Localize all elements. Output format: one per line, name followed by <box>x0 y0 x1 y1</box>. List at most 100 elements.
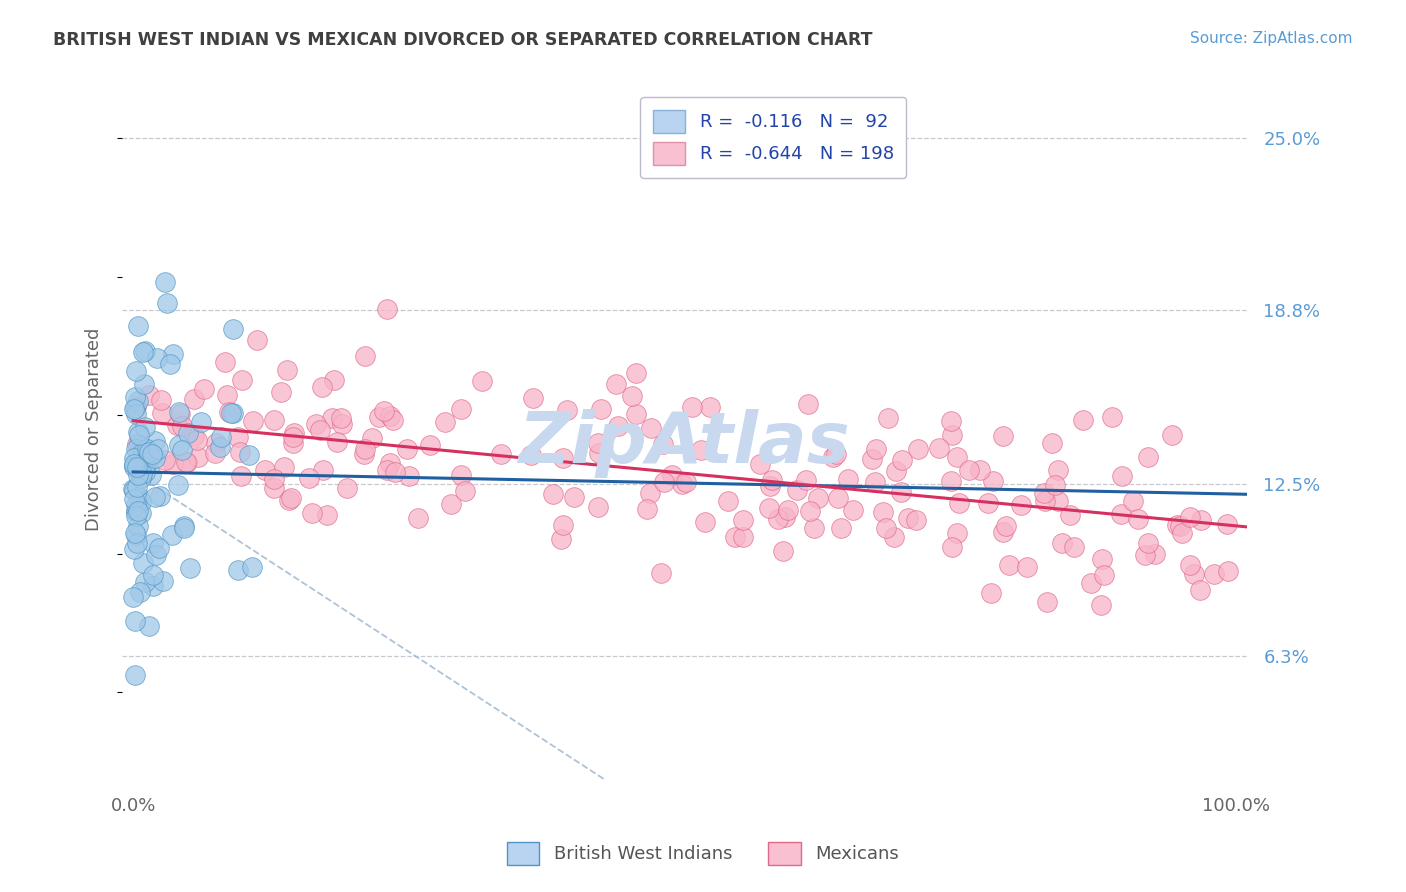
Point <box>1063 540 1085 554</box>
Point <box>128 491 150 505</box>
Point <box>127 425 149 440</box>
Point <box>450 401 472 416</box>
Point <box>1189 582 1212 597</box>
Point <box>651 437 673 451</box>
Point <box>1111 469 1133 483</box>
Point <box>125 442 148 456</box>
Point <box>1122 494 1144 508</box>
Point <box>591 401 613 416</box>
Point <box>149 489 172 503</box>
Point <box>977 495 1000 509</box>
Point <box>675 475 697 489</box>
Point <box>1101 410 1123 425</box>
Point <box>124 614 146 628</box>
Point <box>141 447 163 461</box>
Point <box>1047 493 1070 508</box>
Point <box>1091 552 1114 566</box>
Point <box>316 508 339 522</box>
Point <box>134 574 156 589</box>
Point <box>128 428 150 442</box>
Point <box>607 419 630 434</box>
Point <box>125 407 148 421</box>
Text: ZipAtlas: ZipAtlas <box>519 409 851 477</box>
Point <box>897 511 920 525</box>
Point <box>905 513 928 527</box>
Point <box>131 445 153 459</box>
Point <box>127 536 149 550</box>
Point <box>124 525 146 540</box>
Legend: British West Indians, Mexicans: British West Indians, Mexicans <box>499 835 907 872</box>
Point <box>183 429 205 443</box>
Point <box>125 480 148 494</box>
Point <box>142 536 165 550</box>
Point <box>169 407 191 421</box>
Point <box>520 448 543 462</box>
Point <box>122 491 145 506</box>
Point <box>1136 536 1159 550</box>
Point <box>886 464 908 478</box>
Point <box>132 440 155 454</box>
Point <box>1144 547 1167 561</box>
Point <box>690 442 713 457</box>
Text: BRITISH WEST INDIAN VS MEXICAN DIVORCED OR SEPARATED CORRELATION CHART: BRITISH WEST INDIAN VS MEXICAN DIVORCED … <box>53 31 873 49</box>
Point <box>367 409 389 424</box>
Point <box>440 497 463 511</box>
Point <box>208 440 231 454</box>
Point <box>354 442 377 456</box>
Text: Source: ZipAtlas.com: Source: ZipAtlas.com <box>1189 31 1353 46</box>
Point <box>786 483 808 498</box>
Point <box>1166 518 1188 533</box>
Point <box>124 498 146 512</box>
Point <box>129 506 152 520</box>
Point <box>205 435 228 450</box>
Point <box>766 512 789 526</box>
Point <box>217 387 239 401</box>
Point <box>946 450 969 464</box>
Point <box>127 459 149 474</box>
Point <box>124 451 146 466</box>
Point <box>134 465 156 479</box>
Point <box>378 456 401 470</box>
Point <box>159 357 181 371</box>
Point <box>1216 517 1239 532</box>
Point <box>253 463 276 477</box>
Point <box>176 425 198 440</box>
Point <box>731 513 754 527</box>
Point <box>122 590 145 604</box>
Point <box>142 579 165 593</box>
Point <box>1010 498 1032 512</box>
Point <box>127 519 149 533</box>
Point <box>326 434 349 449</box>
Point <box>1036 595 1059 609</box>
Point <box>980 586 1002 600</box>
Point <box>803 521 825 535</box>
Point <box>122 483 145 497</box>
Point <box>353 349 375 363</box>
Point <box>231 373 253 387</box>
Point <box>1015 560 1038 574</box>
Point <box>124 390 146 404</box>
Point <box>550 533 572 547</box>
Point <box>396 442 419 457</box>
Point <box>1033 486 1056 500</box>
Point <box>778 502 800 516</box>
Point <box>671 477 693 491</box>
Point <box>138 445 160 459</box>
Point <box>183 392 205 406</box>
Point <box>321 411 343 425</box>
Point <box>166 418 188 433</box>
Point <box>1170 518 1192 533</box>
Point <box>124 401 146 416</box>
Point <box>382 413 405 427</box>
Point <box>170 419 193 434</box>
Point <box>173 521 195 535</box>
Point <box>375 463 398 477</box>
Point <box>380 409 402 423</box>
Point <box>946 525 969 540</box>
Point <box>733 530 755 544</box>
Point <box>998 558 1021 573</box>
Point <box>129 495 152 509</box>
Point <box>981 474 1004 488</box>
Point <box>145 548 167 562</box>
Point <box>652 475 675 489</box>
